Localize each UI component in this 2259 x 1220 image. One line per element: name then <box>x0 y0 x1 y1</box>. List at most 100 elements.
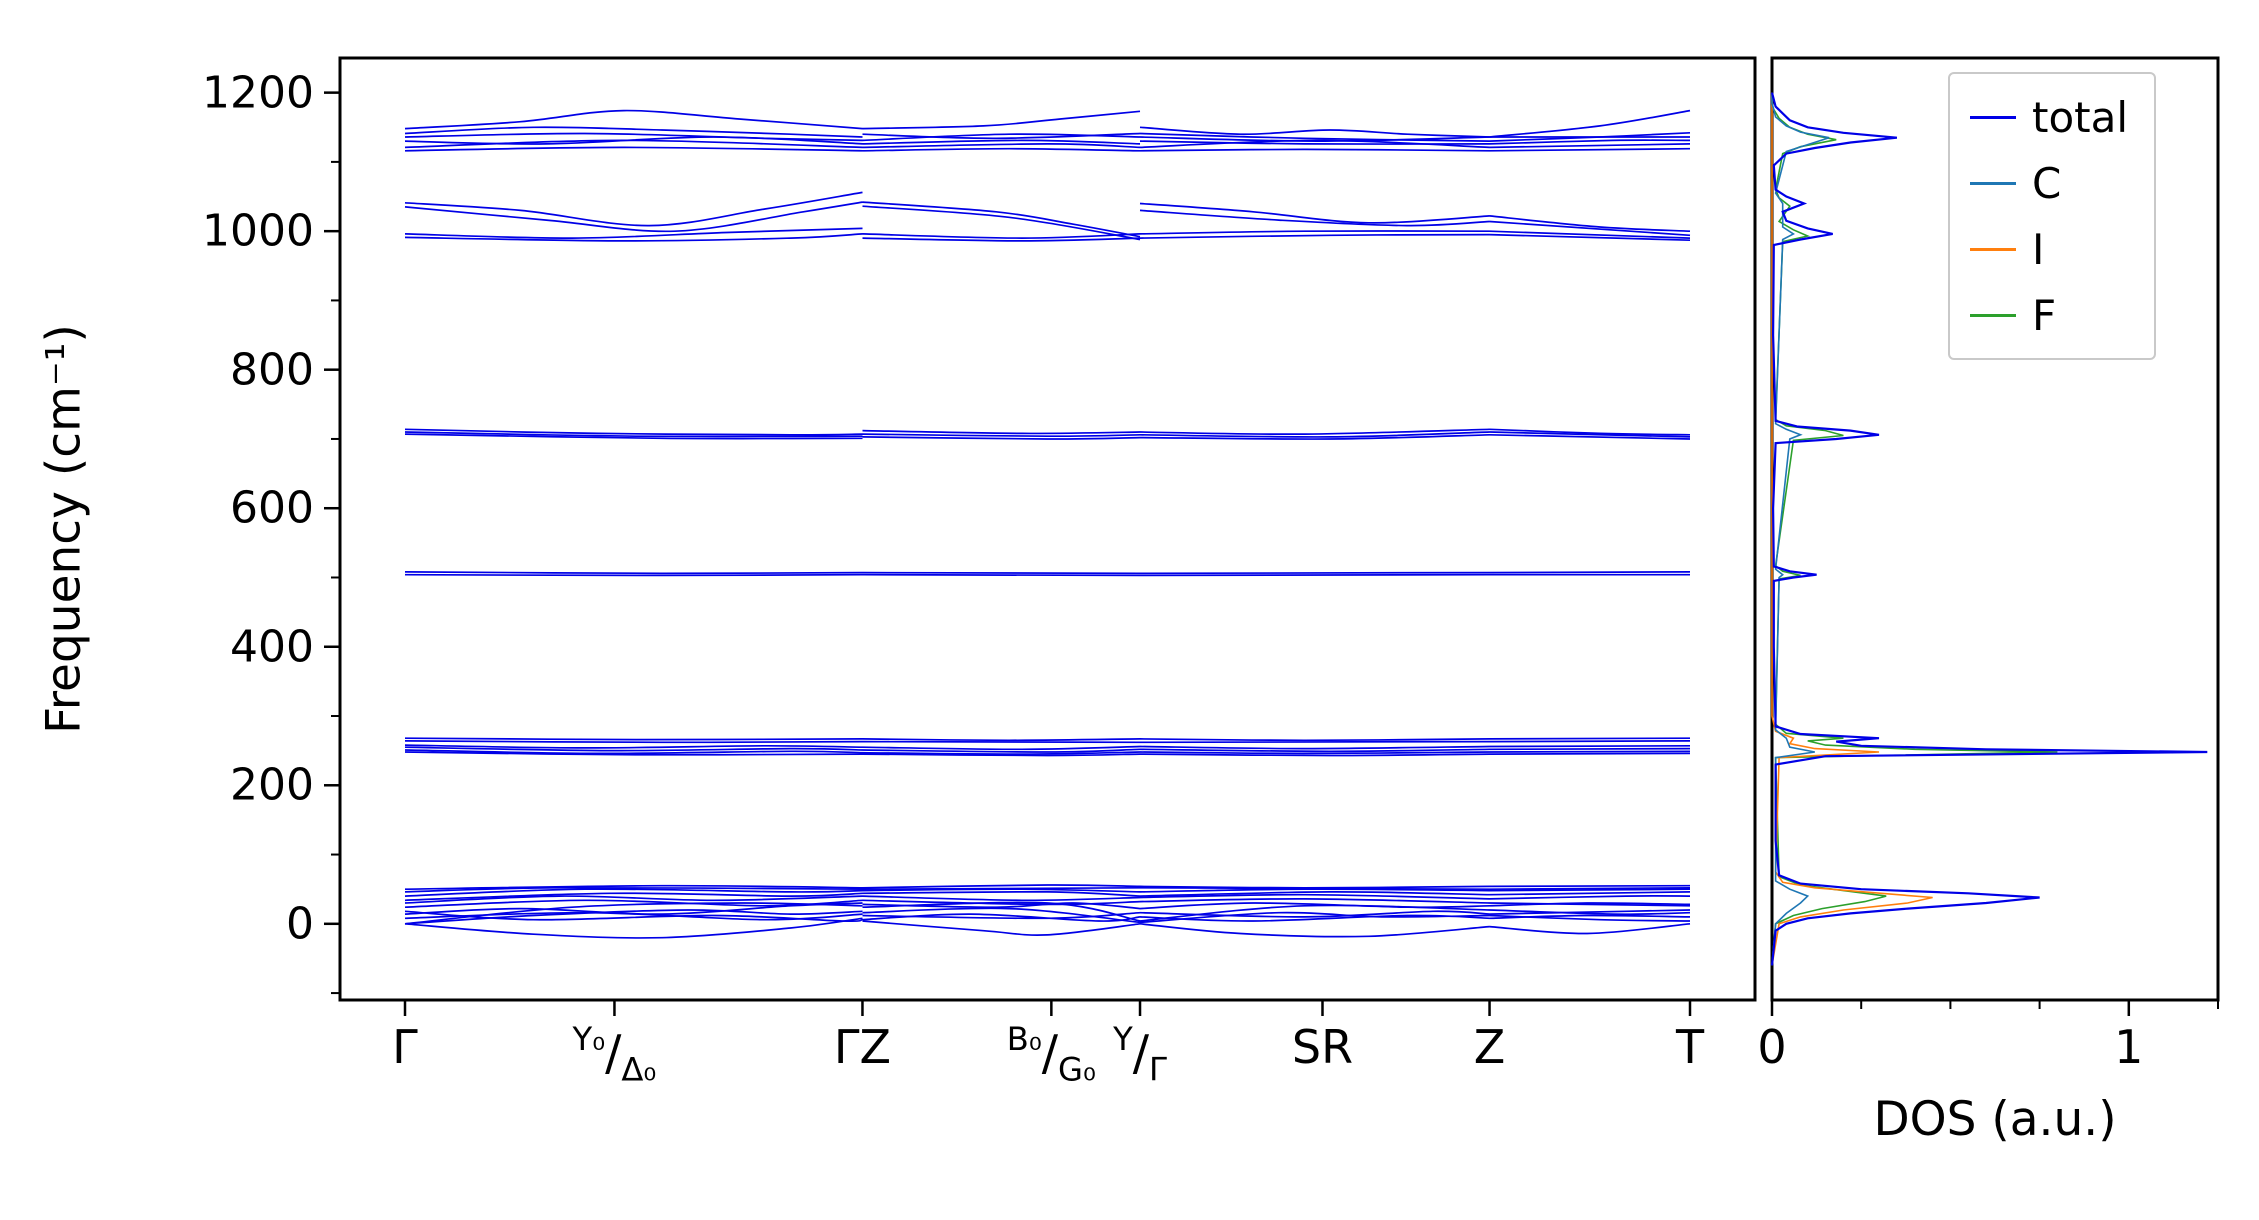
phonon-band <box>862 884 1141 889</box>
phonon-band <box>404 884 863 891</box>
phonon-band <box>1139 433 1490 440</box>
phonon-band <box>404 571 863 575</box>
phonon-band <box>1489 740 1691 743</box>
phonon-band <box>1139 745 1490 750</box>
phonon-band <box>404 573 863 577</box>
phonon-band <box>1489 143 1691 149</box>
phonon-band <box>862 920 1141 936</box>
phonon-band <box>1489 747 1691 751</box>
y-axis-label: Frequency (cm⁻¹) <box>36 324 92 734</box>
legend-label-total: total <box>2032 92 2129 142</box>
phonon-band <box>404 139 863 149</box>
phonon-band <box>1139 139 1490 149</box>
phonon-band <box>862 436 1141 440</box>
phonon-band <box>1139 904 1490 922</box>
phonon-band <box>404 749 863 755</box>
phonon-band <box>862 429 1141 435</box>
phonon-band <box>1139 148 1490 152</box>
phonon-band <box>404 751 863 756</box>
phonon-band <box>404 911 863 921</box>
phonon-band <box>862 110 1141 130</box>
y-tick-label-200: 200 <box>230 759 314 811</box>
phonon-band <box>1139 571 1490 575</box>
phonon-band <box>1489 571 1691 574</box>
xtick-label-Y-Γ: Y/Γ <box>1113 1020 1167 1089</box>
phonon-band <box>404 428 863 436</box>
legend: total C I F <box>1948 72 2157 360</box>
xtick-label-Γ: Γ <box>392 1020 418 1074</box>
phonon-band <box>862 895 1141 902</box>
phonon-band <box>1489 902 1691 907</box>
xtick-bottom: Δ₀ <box>621 1050 657 1089</box>
phonon-band <box>404 126 863 138</box>
phonon-band <box>1489 109 1691 138</box>
phonon-band <box>862 237 1141 242</box>
xtick-bottom: G₀ <box>1058 1050 1096 1089</box>
phonon-band <box>1139 132 1490 142</box>
phonon-band <box>862 132 1141 140</box>
phonon-band <box>1489 914 1691 920</box>
phonon-band <box>1139 898 1490 904</box>
phonon-band <box>862 902 1141 910</box>
legend-label-C: C <box>2032 158 2062 208</box>
phonon-band <box>1489 750 1691 753</box>
legend-line-C <box>1970 181 2016 185</box>
xtick-top: B₀ <box>1006 1020 1042 1058</box>
dos-xtick-label-1: 1 <box>2114 1020 2144 1074</box>
phonon-band <box>1139 751 1490 755</box>
phonon-band <box>1489 914 1691 922</box>
phonon-band <box>1489 233 1691 242</box>
y-tick-label-1000: 1000 <box>202 205 314 257</box>
phonon-band <box>404 888 863 897</box>
phonon-band <box>404 899 863 909</box>
phonon-band <box>1139 233 1490 239</box>
xtick-slash: / <box>605 1025 622 1082</box>
xtick-label-B₀-G₀: B₀/G₀ <box>1007 1020 1096 1089</box>
phonon-band <box>1139 891 1490 897</box>
dos-curve-total <box>1770 92 2208 966</box>
phonon-band <box>862 205 1141 241</box>
phonon-band <box>1139 140 1490 145</box>
phonon-band <box>1489 902 1691 907</box>
phonon-band <box>1489 886 1691 891</box>
phonon-band <box>862 899 1141 906</box>
y-tick-label-800: 800 <box>230 344 314 396</box>
y-tick-label-1200: 1200 <box>202 67 314 119</box>
legend-line-F <box>1970 313 2016 317</box>
phonon-band <box>862 740 1141 744</box>
dos-curve-C <box>1771 92 1830 966</box>
phonon-band <box>404 132 863 142</box>
phonon-band <box>1489 431 1691 438</box>
phonon-band <box>862 907 1141 924</box>
xtick-label-T: T <box>1675 1020 1705 1074</box>
xtick-label-Z: Z <box>1473 1020 1506 1074</box>
phonon-band <box>1139 431 1490 438</box>
xtick-label-SR: SR <box>1291 1020 1354 1074</box>
phonon-band <box>404 227 863 239</box>
phonon-band <box>1139 885 1490 889</box>
xtick-label-ΓZ: ΓZ <box>833 1020 892 1074</box>
phonon-band <box>1489 888 1691 892</box>
phonon-band <box>1489 737 1691 740</box>
phonon-band <box>404 746 863 752</box>
phonon-band <box>1139 910 1490 918</box>
y-tick-label-400: 400 <box>230 621 314 673</box>
xtick-slash: / <box>1132 1025 1150 1082</box>
phonon-band <box>1489 909 1691 916</box>
phonon-band <box>404 909 863 925</box>
phonon-band <box>404 191 863 227</box>
phonon-band <box>1489 909 1691 915</box>
phonon-band <box>404 146 863 152</box>
phonon-band <box>404 233 863 242</box>
band-structure-panel <box>324 56 1757 1016</box>
phonon-band <box>862 890 1141 897</box>
phonon-band <box>1489 895 1691 900</box>
phonon-band <box>1489 139 1691 145</box>
phonon-band <box>1139 893 1490 900</box>
dos-curve-I <box>1771 92 1933 966</box>
dos-x-axis-label: DOS (a.u.) <box>1873 1092 2117 1147</box>
legend-entry-F: F <box>1970 286 2128 344</box>
phonon-band <box>862 147 1141 152</box>
phonon-band <box>404 917 863 939</box>
